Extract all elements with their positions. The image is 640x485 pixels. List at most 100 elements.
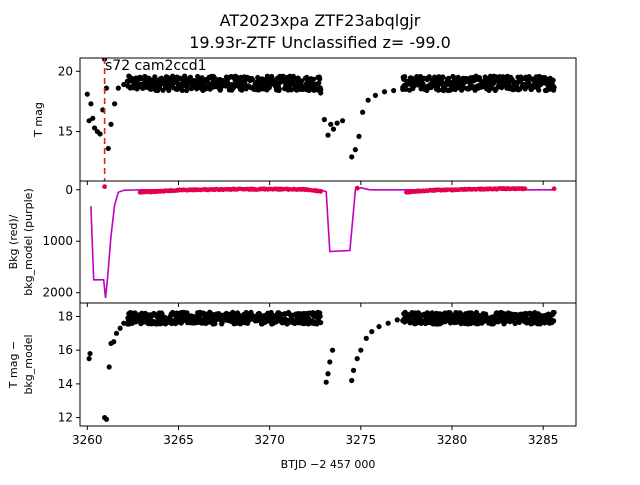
data-point: [354, 356, 360, 362]
data-point: [115, 85, 121, 91]
panel-bottom: 12 14 16 18 3260 3265 3270 3275 3280 3285 T mag − b…: [7, 302, 577, 471]
data-point: [158, 321, 164, 327]
data-point: [402, 74, 408, 80]
y-tick-label: 2000: [42, 286, 73, 300]
x-tick-label: 3265: [163, 433, 194, 447]
y-axis-label: Bkg (red)/: [7, 214, 20, 269]
data-point: [329, 347, 336, 353]
y-tick-label: 16: [58, 343, 73, 357]
data-point: [325, 132, 331, 138]
data-point: [269, 73, 275, 80]
data-point: [88, 101, 94, 107]
data-point: [91, 125, 98, 131]
data-point: [334, 120, 340, 126]
panel-plot-area: [90, 184, 557, 298]
data-point: [455, 74, 461, 80]
panel-top: 15 20 T mag: [32, 57, 577, 185]
data-point: [551, 84, 557, 90]
bkg-point: [102, 184, 108, 190]
data-point: [358, 347, 364, 353]
data-point: [339, 118, 346, 124]
data-point: [212, 321, 218, 327]
panel-plot-area: [86, 309, 557, 422]
data-point: [328, 121, 334, 127]
data-point: [349, 154, 355, 160]
x-tick-label: 3275: [346, 433, 377, 447]
data-point: [249, 76, 256, 83]
data-points: [84, 58, 557, 160]
y-axis-label: T mag: [32, 102, 45, 138]
y-axis-label: T mag −: [7, 341, 20, 389]
y-tick-label: 18: [58, 309, 73, 323]
data-point: [317, 76, 323, 82]
data-point: [550, 77, 556, 83]
data-point: [350, 367, 357, 373]
data-point: [440, 74, 446, 80]
data-point: [435, 87, 442, 93]
bkg-point: [551, 186, 557, 192]
sector-camera-annotation: s72 cam2ccd1: [105, 58, 207, 74]
panel-frame: [79, 302, 577, 427]
x-tick-label: 3280: [437, 433, 468, 447]
data-point: [360, 109, 366, 115]
data-point: [90, 115, 96, 121]
data-point: [536, 87, 542, 93]
data-point: [199, 75, 205, 81]
data-point: [179, 87, 185, 94]
data-point: [108, 121, 114, 127]
data-point: [356, 133, 362, 139]
data-point: [113, 330, 120, 336]
data-point: [349, 377, 355, 384]
data-point: [87, 350, 93, 357]
data-point: [194, 86, 200, 92]
panel-middle: 0 1000 2000 Bkg (red)/bkg_model (purple): [7, 180, 577, 307]
y-tick-label: 1000: [42, 234, 73, 248]
panel-plot-area: [84, 58, 557, 181]
data-point: [160, 87, 166, 93]
data-point: [112, 101, 118, 107]
bkg-model-line: [90, 186, 555, 298]
data-point: [298, 78, 305, 84]
data-point: [288, 87, 294, 93]
y-tick-label: 20: [58, 64, 73, 78]
data-point: [352, 147, 358, 153]
data-point: [385, 320, 391, 326]
y-axis-label: bkg_model (purple): [22, 188, 35, 295]
data-point: [369, 329, 375, 335]
data-point: [365, 97, 371, 103]
data-point: [317, 313, 323, 319]
data-point: [318, 320, 324, 326]
bkg-point: [318, 188, 324, 194]
y-tick-label: 0: [65, 183, 73, 197]
data-point: [372, 92, 379, 98]
data-point: [121, 81, 127, 88]
data-point: [106, 364, 112, 370]
data-point: [219, 319, 225, 326]
data-point: [394, 317, 400, 323]
y-tick-label: 14: [58, 377, 73, 391]
data-point: [276, 86, 282, 92]
data-point: [376, 323, 382, 330]
data-point: [152, 74, 158, 80]
data-point: [86, 356, 92, 362]
chart-title-line1: AT2023xpa ZTF23abqlgjr: [220, 11, 421, 30]
data-point: [166, 87, 172, 93]
bkg-point: [354, 185, 360, 191]
y-axis-label: bkg_model: [22, 334, 35, 394]
data-point: [105, 145, 111, 152]
data-point: [426, 74, 432, 80]
data-point: [542, 75, 548, 81]
y-tick-label: 12: [58, 411, 73, 425]
data-point: [310, 76, 317, 82]
bkg-points: [102, 184, 557, 195]
y-tick-label: 15: [58, 125, 73, 139]
data-point: [321, 116, 327, 123]
x-axis-label: BTJD −2 457 000: [281, 458, 376, 471]
panel-frame: [79, 180, 577, 304]
data-point: [327, 359, 333, 365]
data-points: [86, 309, 557, 422]
bkg-point: [522, 186, 528, 192]
data-point: [242, 80, 248, 86]
chart-title-line2: 19.93r-ZTF Unclassified z= -99.0: [189, 33, 451, 52]
